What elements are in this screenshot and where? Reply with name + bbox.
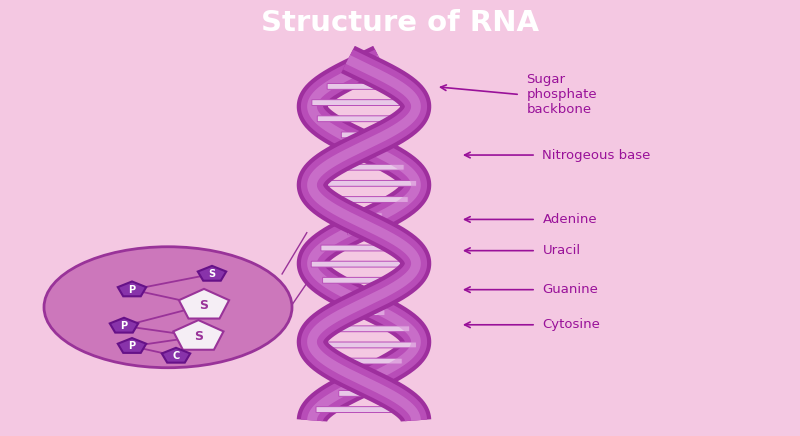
Text: P: P — [121, 321, 127, 331]
Circle shape — [44, 247, 292, 368]
Text: S: S — [194, 330, 203, 343]
FancyBboxPatch shape — [324, 164, 404, 170]
Text: C: C — [172, 351, 180, 361]
Text: Guanine: Guanine — [542, 283, 598, 296]
FancyBboxPatch shape — [347, 229, 381, 235]
Polygon shape — [118, 338, 146, 353]
Text: P: P — [129, 341, 135, 351]
FancyBboxPatch shape — [352, 148, 376, 154]
Polygon shape — [174, 320, 223, 350]
FancyBboxPatch shape — [346, 213, 382, 218]
Polygon shape — [179, 289, 229, 319]
FancyBboxPatch shape — [311, 181, 417, 186]
FancyBboxPatch shape — [318, 116, 410, 122]
Text: Adenine: Adenine — [542, 213, 597, 226]
FancyBboxPatch shape — [342, 132, 386, 138]
Text: P: P — [129, 285, 135, 295]
FancyBboxPatch shape — [322, 277, 406, 283]
Text: Nitrogeous base: Nitrogeous base — [542, 149, 650, 162]
FancyBboxPatch shape — [318, 326, 410, 332]
Text: S: S — [209, 269, 215, 279]
Text: Uracil: Uracil — [542, 244, 581, 257]
FancyBboxPatch shape — [343, 310, 385, 316]
Polygon shape — [198, 266, 226, 281]
FancyBboxPatch shape — [312, 100, 416, 106]
FancyBboxPatch shape — [326, 358, 402, 364]
Text: Sugar
phosphate
backbone: Sugar phosphate backbone — [526, 73, 597, 116]
FancyBboxPatch shape — [311, 261, 417, 267]
FancyBboxPatch shape — [316, 407, 412, 412]
FancyBboxPatch shape — [321, 245, 407, 251]
Text: Structure of RNA: Structure of RNA — [261, 9, 539, 37]
FancyBboxPatch shape — [320, 197, 408, 202]
FancyBboxPatch shape — [327, 84, 401, 89]
Polygon shape — [162, 348, 190, 363]
FancyBboxPatch shape — [338, 391, 390, 396]
FancyBboxPatch shape — [355, 375, 373, 380]
Text: Cytosine: Cytosine — [542, 318, 600, 331]
Polygon shape — [110, 318, 138, 333]
FancyBboxPatch shape — [350, 293, 378, 300]
Text: S: S — [199, 299, 209, 312]
FancyBboxPatch shape — [311, 342, 417, 348]
FancyBboxPatch shape — [357, 67, 371, 73]
Polygon shape — [118, 282, 146, 296]
